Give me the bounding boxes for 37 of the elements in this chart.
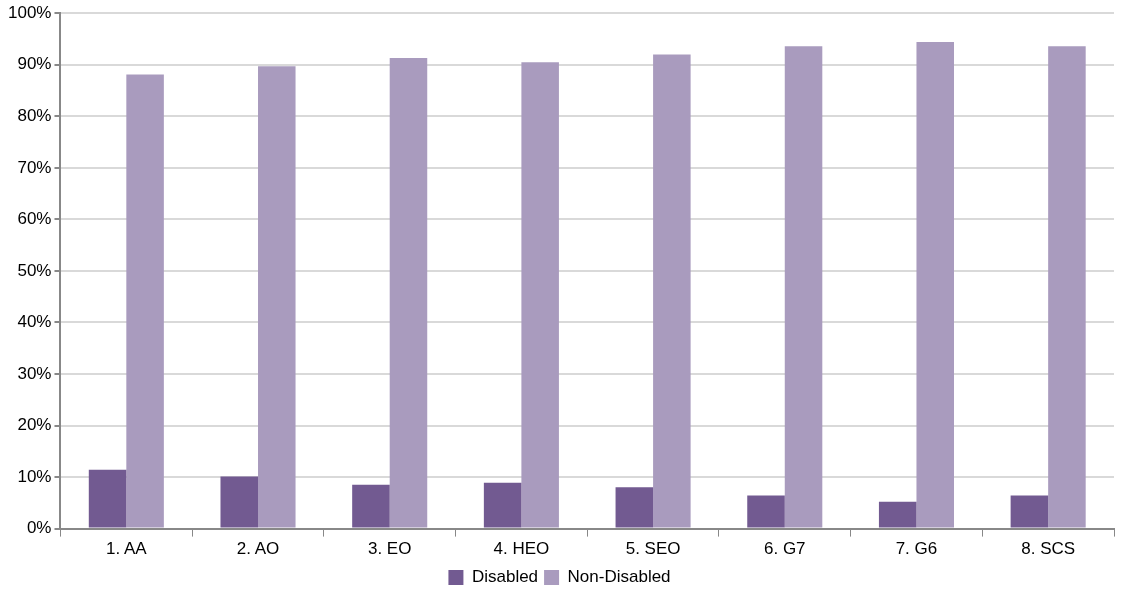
bar	[126, 74, 164, 528]
y-tick-label: 90%	[17, 54, 52, 74]
bar	[88, 469, 127, 528]
x-tick-label: 8. SCS	[1021, 539, 1076, 559]
bar	[483, 482, 522, 528]
y-tick-label: 30%	[17, 363, 52, 383]
y-tick-label: 0%	[26, 518, 52, 538]
y-tick-label: 10%	[17, 466, 52, 486]
y-tick-label: 40%	[17, 312, 52, 332]
x-tick-label: 2. AO	[236, 539, 280, 559]
y-tick-label: 50%	[17, 260, 52, 280]
bar	[916, 42, 954, 528]
y-tick-label: 100%	[8, 2, 52, 22]
x-tick-label: 5. SEO	[625, 539, 681, 559]
bar	[653, 54, 691, 528]
bar	[521, 62, 559, 528]
y-tick-label: 60%	[17, 209, 52, 229]
y-tick-label: 80%	[17, 105, 52, 125]
bar	[352, 484, 390, 528]
bar	[389, 58, 428, 528]
bar	[615, 487, 654, 528]
bar	[220, 476, 259, 528]
bar	[878, 501, 917, 528]
bar	[747, 495, 785, 528]
legend-label: Non-Disabled	[567, 567, 671, 587]
y-tick-label: 20%	[17, 415, 52, 435]
x-tick-label: 6. G7	[763, 539, 806, 559]
bar	[784, 46, 823, 528]
x-tick-label: 4. HEO	[493, 539, 550, 559]
x-tick-label: 3. EO	[367, 539, 412, 559]
bar	[1048, 46, 1086, 528]
x-tick-label: 1. AA	[106, 539, 148, 559]
y-tick-label: 70%	[17, 157, 52, 177]
legend-label: Disabled	[471, 567, 539, 587]
bar	[1010, 495, 1049, 528]
bar	[258, 66, 296, 528]
x-tick-label: 7. G6	[895, 539, 938, 559]
